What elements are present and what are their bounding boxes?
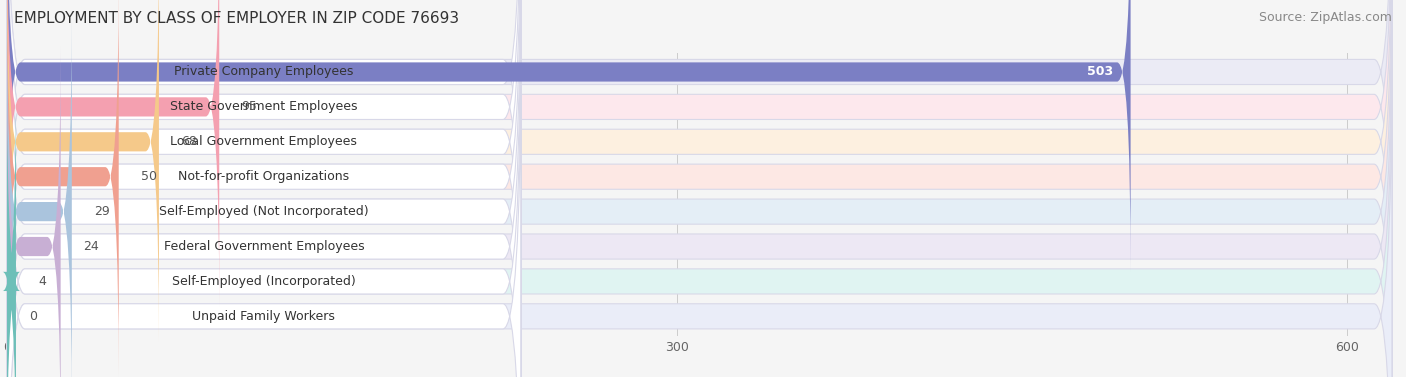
Text: 29: 29 — [94, 205, 110, 218]
Text: 68: 68 — [181, 135, 197, 148]
FancyBboxPatch shape — [7, 0, 1392, 374]
FancyBboxPatch shape — [7, 0, 118, 377]
FancyBboxPatch shape — [7, 0, 520, 374]
Text: Federal Government Employees: Federal Government Employees — [163, 240, 364, 253]
FancyBboxPatch shape — [7, 0, 1392, 377]
Text: Local Government Employees: Local Government Employees — [170, 135, 357, 148]
FancyBboxPatch shape — [3, 81, 21, 377]
FancyBboxPatch shape — [7, 50, 1392, 377]
FancyBboxPatch shape — [7, 0, 1392, 377]
Text: Self-Employed (Incorporated): Self-Employed (Incorporated) — [172, 275, 356, 288]
Text: Not-for-profit Organizations: Not-for-profit Organizations — [179, 170, 350, 183]
Text: Private Company Employees: Private Company Employees — [174, 66, 353, 78]
FancyBboxPatch shape — [7, 50, 520, 377]
Text: 4: 4 — [38, 275, 46, 288]
Text: Source: ZipAtlas.com: Source: ZipAtlas.com — [1258, 11, 1392, 24]
Text: 0: 0 — [30, 310, 38, 323]
FancyBboxPatch shape — [7, 0, 1392, 339]
FancyBboxPatch shape — [7, 0, 1392, 377]
FancyBboxPatch shape — [7, 0, 520, 339]
FancyBboxPatch shape — [7, 0, 520, 377]
FancyBboxPatch shape — [7, 0, 1130, 272]
Text: Unpaid Family Workers: Unpaid Family Workers — [193, 310, 336, 323]
Text: 503: 503 — [1087, 66, 1112, 78]
FancyBboxPatch shape — [7, 15, 1392, 377]
FancyBboxPatch shape — [7, 0, 520, 377]
Text: EMPLOYMENT BY CLASS OF EMPLOYER IN ZIP CODE 76693: EMPLOYMENT BY CLASS OF EMPLOYER IN ZIP C… — [14, 11, 460, 26]
FancyBboxPatch shape — [7, 0, 520, 377]
Text: State Government Employees: State Government Employees — [170, 100, 357, 113]
Text: 24: 24 — [83, 240, 98, 253]
FancyBboxPatch shape — [7, 12, 72, 377]
FancyBboxPatch shape — [7, 0, 520, 377]
FancyBboxPatch shape — [7, 0, 219, 307]
Text: 50: 50 — [141, 170, 157, 183]
FancyBboxPatch shape — [7, 15, 520, 377]
FancyBboxPatch shape — [7, 0, 159, 342]
FancyBboxPatch shape — [7, 47, 60, 377]
FancyBboxPatch shape — [7, 0, 1392, 377]
Text: Self-Employed (Not Incorporated): Self-Employed (Not Incorporated) — [159, 205, 368, 218]
Text: 95: 95 — [242, 100, 257, 113]
